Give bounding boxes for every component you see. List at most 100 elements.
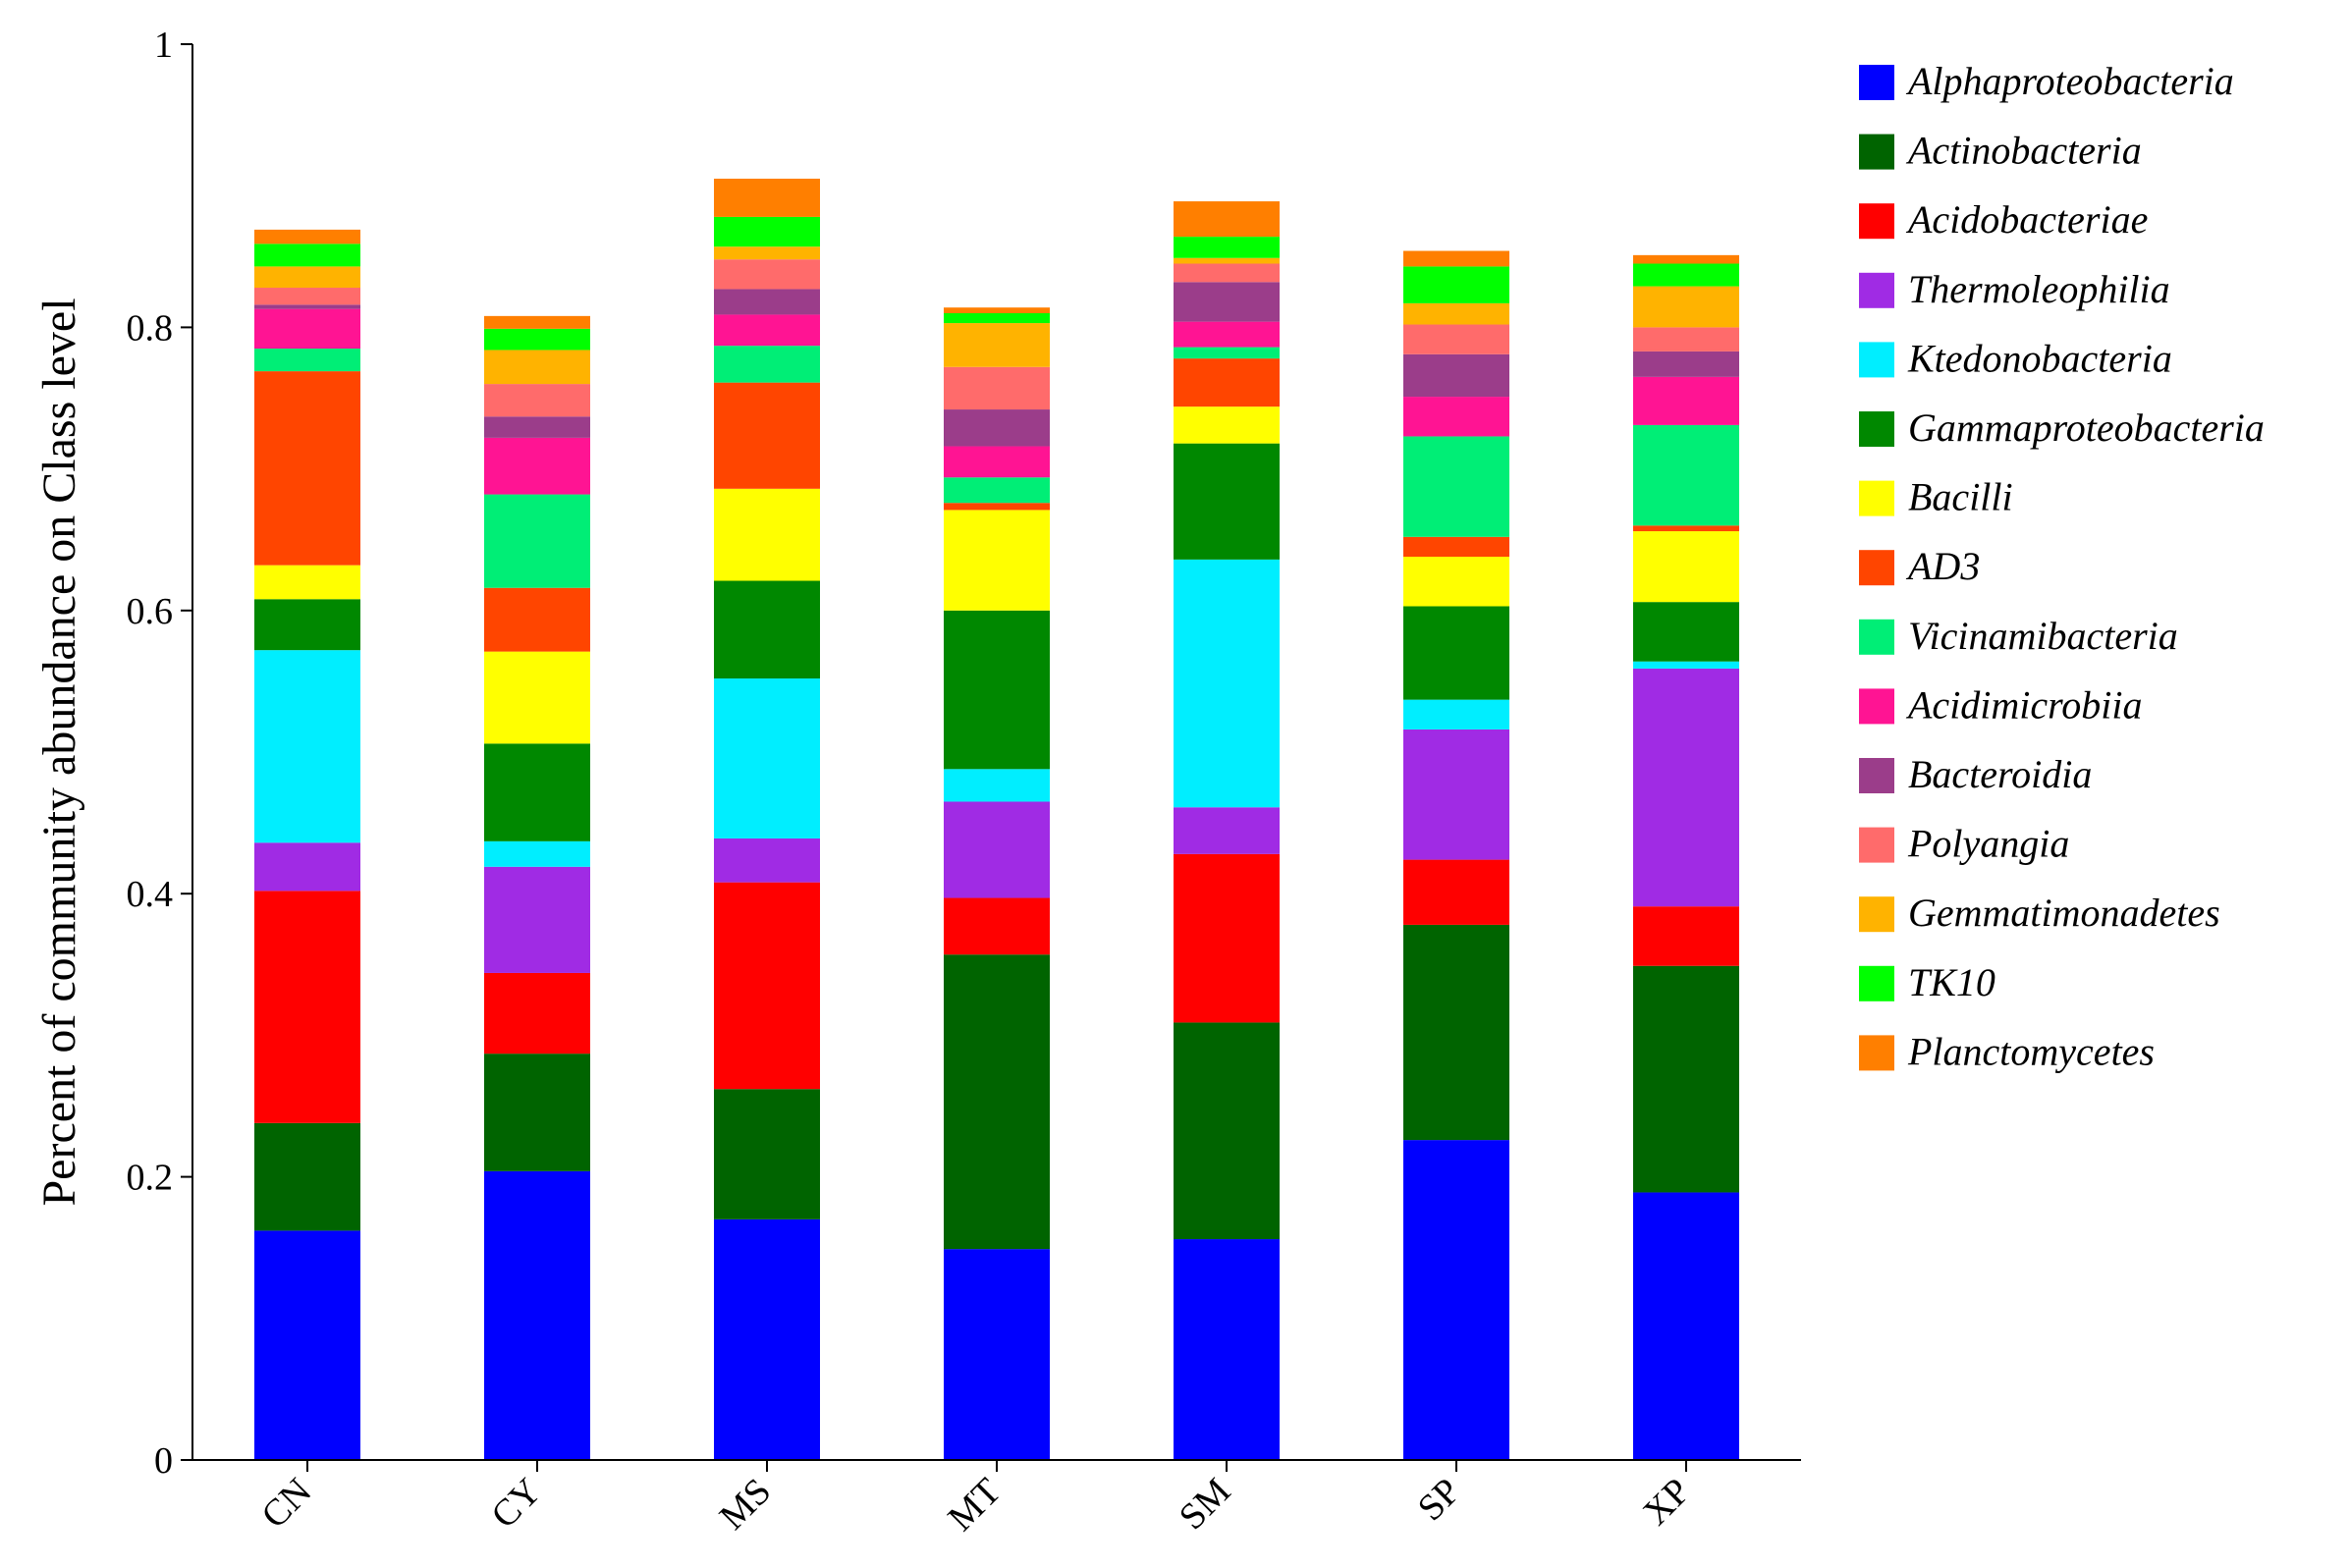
legend-swatch [1859, 411, 1894, 447]
bar-segment-ms-gemmatimonadetes [714, 246, 820, 260]
bar-segment-sp-polyangia [1403, 324, 1509, 354]
bar-segment-sm-gemmatimonadetes [1174, 257, 1280, 264]
legend-label: Thermoleophilia [1908, 267, 2170, 311]
bar-segment-ms-planctomycetes [714, 178, 820, 217]
legend-label: TK10 [1908, 960, 1995, 1004]
legend-item-alphaproteobacteria: Alphaproteobacteria [1859, 59, 2234, 103]
bar-segment-cy-bacteroidia [484, 416, 590, 438]
bar-segment-cn-bacteroidia [254, 304, 360, 309]
bar-segment-xp-actinobacteria [1633, 965, 1739, 1193]
bar-segment-xp-gemmatimonadetes [1633, 286, 1739, 328]
bar-segment-mt-tk10 [944, 312, 1050, 324]
bar-segment-sm-planctomycetes [1174, 201, 1280, 238]
bar-segment-cn-vicinamibacteria [254, 349, 360, 372]
legend-swatch [1859, 896, 1894, 933]
legend-label: Actinobacteria [1905, 129, 2142, 173]
bar-segment-cy-ad3 [484, 587, 590, 652]
bar-segment-cy-gammaproteobacteria [484, 743, 590, 841]
bar-segment-sp-alphaproteobacteria [1403, 1140, 1509, 1460]
y-tick-label: 0.4 [127, 874, 174, 915]
bar-segment-xp-tk10 [1633, 263, 1739, 287]
bar-segment-mt-vicinamibacteria [944, 477, 1050, 504]
y-tick-label: 1 [154, 25, 173, 66]
bar-segment-sp-actinobacteria [1403, 924, 1509, 1141]
bar-segment-sm-actinobacteria [1174, 1022, 1280, 1240]
bar-segment-ms-vicinamibacteria [714, 346, 820, 383]
legend-label: Gammaproteobacteria [1908, 406, 2265, 450]
bar-segment-xp-acidobacteriae [1633, 906, 1739, 966]
y-tick-label: 0.6 [127, 591, 174, 632]
legend-item-actinobacteria: Actinobacteria [1859, 129, 2142, 173]
bar-segment-sm-bacteroidia [1174, 282, 1280, 322]
bar-segment-sm-ktedonobacteria [1174, 559, 1280, 808]
bar-segment-ms-alphaproteobacteria [714, 1218, 820, 1460]
bar-segment-cn-bacilli [254, 565, 360, 600]
bar-segment-cn-acidimicrobiia [254, 308, 360, 350]
bar-segment-mt-alphaproteobacteria [944, 1249, 1050, 1460]
bar-segment-sp-bacteroidia [1403, 353, 1509, 398]
legend-swatch [1859, 550, 1894, 586]
bar-segment-cy-alphaproteobacteria [484, 1170, 590, 1460]
x-tick-label-ms: MS [712, 1471, 780, 1539]
bar-segment-sm-tk10 [1174, 237, 1280, 258]
bar-segment-cy-acidimicrobiia [484, 437, 590, 495]
bar-segment-ms-gammaproteobacteria [714, 580, 820, 679]
bar-segment-mt-planctomycetes [944, 307, 1050, 313]
bar-segment-sp-bacilli [1403, 557, 1509, 607]
legend-item-bacteroidia: Bacteroidia [1859, 752, 2092, 796]
legend-item-gammaproteobacteria: Gammaproteobacteria [1859, 406, 2265, 450]
bar-segment-sm-alphaproteobacteria [1174, 1239, 1280, 1460]
legend-swatch [1859, 272, 1894, 308]
legend-label: Planctomycetes [1907, 1029, 2155, 1073]
legend-label: Acidimicrobiia [1905, 682, 2142, 727]
bar-segment-cy-tk10 [484, 328, 590, 351]
legend-item-acidimicrobiia: Acidimicrobiia [1859, 682, 2142, 727]
bar-segment-ms-actinobacteria [714, 1089, 820, 1219]
bar-segment-mt-gemmatimonadetes [944, 323, 1050, 367]
bar-segment-cn-thermoleophilia [254, 842, 360, 892]
bar-segment-mt-ad3 [944, 503, 1050, 511]
legend-swatch [1859, 1035, 1894, 1071]
legend-item-tk10: TK10 [1859, 960, 1995, 1004]
bar-segment-cy-vicinamibacteria [484, 494, 590, 588]
bar-segment-sp-ad3 [1403, 536, 1509, 558]
legend-label: Gemmatimonadetes [1908, 891, 2220, 935]
legend-label: Polyangia [1907, 822, 2069, 866]
bar-segment-ms-bacilli [714, 488, 820, 581]
bar-segment-sp-tk10 [1403, 266, 1509, 303]
bar-segment-ms-thermoleophilia [714, 838, 820, 883]
legend-item-gemmatimonadetes: Gemmatimonadetes [1859, 891, 2220, 935]
bar-segment-cn-polyangia [254, 288, 360, 305]
bar-segment-sp-vicinamibacteria [1403, 436, 1509, 537]
bar-segment-xp-planctomycetes [1633, 254, 1739, 264]
bar-segment-cn-actinobacteria [254, 1122, 360, 1231]
legend-swatch [1859, 965, 1894, 1001]
x-tick-label-cn: CN [253, 1471, 319, 1537]
bar-segment-mt-bacilli [944, 510, 1050, 611]
legend-swatch [1859, 619, 1894, 655]
legend-label: Acidobacteriae [1905, 197, 2148, 242]
bar-segment-sp-gammaproteobacteria [1403, 606, 1509, 700]
bar-segment-xp-ad3 [1633, 525, 1739, 532]
legend-swatch [1859, 134, 1894, 170]
legend-item-bacilli: Bacilli [1859, 475, 2013, 519]
bar-segment-mt-acidimicrobiia [944, 446, 1050, 478]
bar-segment-cy-polyangia [484, 384, 590, 417]
legend-label: Ktedonobacteria [1907, 336, 2172, 380]
x-tick-label-cy: CY [483, 1471, 549, 1537]
bar-segment-ms-tk10 [714, 216, 820, 247]
legend-label: Vicinamibacteria [1908, 614, 2178, 658]
legend-item-vicinamibacteria: Vicinamibacteria [1859, 614, 2178, 658]
bar-segment-mt-polyangia [944, 366, 1050, 410]
bar-segment-xp-vicinamibacteria [1633, 424, 1739, 526]
bar-segment-xp-polyangia [1633, 327, 1739, 351]
x-tick-label-xp: XP [1635, 1471, 1698, 1534]
bar-segment-xp-thermoleophilia [1633, 668, 1739, 907]
legend-item-thermoleophilia: Thermoleophilia [1859, 267, 2170, 311]
x-tick-label-sp: SP [1410, 1471, 1469, 1530]
legend-label: Alphaproteobacteria [1905, 59, 2234, 103]
legend-item-acidobacteriae: Acidobacteriae [1859, 197, 2148, 242]
bar-segment-sp-acidobacteriae [1403, 859, 1509, 925]
bar-segment-sm-vicinamibacteria [1174, 347, 1280, 359]
